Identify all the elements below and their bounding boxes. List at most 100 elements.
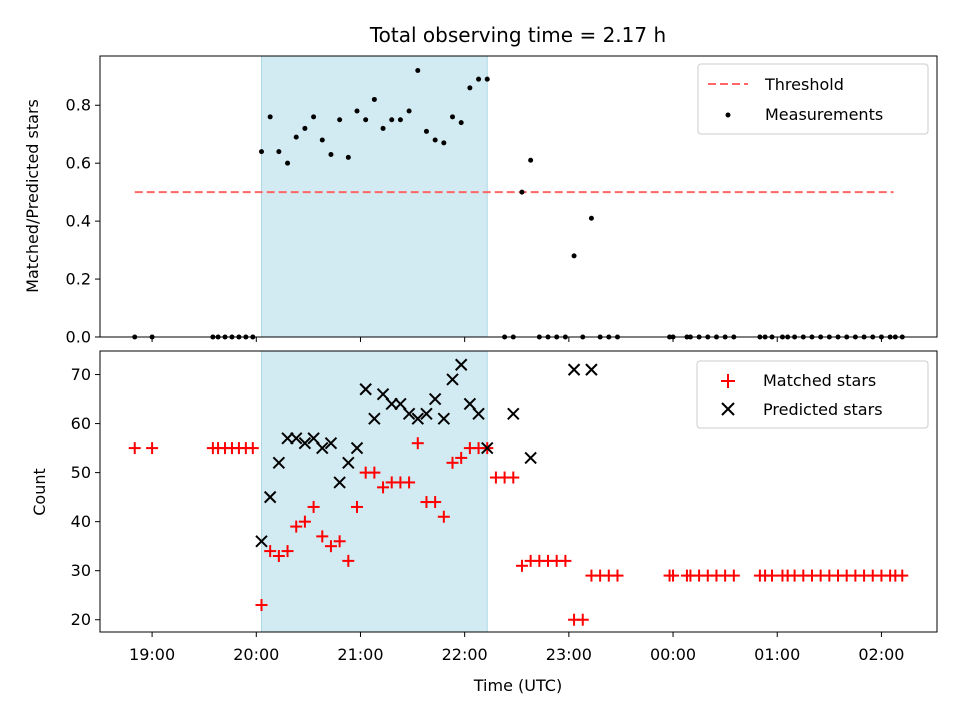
- predicted-point: [368, 412, 381, 425]
- counts-y-tick-label: 30: [71, 561, 91, 580]
- measurement-legend-label: Measurements: [765, 105, 883, 124]
- matched-point: [727, 569, 740, 582]
- matched-point: [128, 442, 141, 455]
- matched-point: [281, 545, 294, 558]
- ratio-y-ticks: 0.0 0.2 0.4 0.6 0.8: [66, 96, 100, 347]
- x-tick-label: 00:00: [650, 645, 696, 664]
- predicted-point: [428, 392, 442, 406]
- ratio-legend-box: [697, 63, 929, 135]
- counts-axes-frame: [99, 350, 938, 633]
- counts-y-tick-label: 50: [71, 463, 91, 482]
- counts-legend: Matched stars Predicted stars: [696, 360, 929, 429]
- matched-point: [307, 500, 320, 513]
- matched-point: [246, 442, 259, 455]
- matched-point: [324, 540, 337, 553]
- measurement-point: [276, 149, 282, 155]
- matched-point: [316, 530, 329, 543]
- ratio-legend: Threshold Measurements: [697, 63, 929, 135]
- measurement-point: [519, 189, 525, 195]
- ratio-y-tick-label: 0.4: [66, 212, 91, 231]
- matched-point: [342, 554, 355, 567]
- matched-point: [368, 466, 381, 479]
- predicted-point: [350, 441, 364, 455]
- x-tick-label: 02:00: [858, 645, 904, 664]
- measurement-point: [363, 117, 369, 123]
- matched-point: [146, 442, 159, 455]
- predicted-point: [567, 363, 581, 376]
- measurement-point: [450, 114, 456, 120]
- matched-point: [667, 569, 680, 582]
- predicted-point: [524, 451, 537, 465]
- matched-point: [455, 451, 468, 464]
- measurement-point: [302, 125, 308, 131]
- predicted-point: [342, 456, 355, 470]
- matched-legend-label: Matched stars: [763, 371, 876, 390]
- measurement-point: [484, 76, 490, 82]
- counts-y-ticks: 20 30 40 50 60 70: [71, 365, 100, 629]
- measurement-point: [458, 120, 464, 126]
- x-tick-label: 19:00: [129, 645, 175, 664]
- measurement-point: [476, 76, 482, 82]
- ratio-y-tick-label: 0.2: [66, 270, 91, 289]
- predicted-point: [507, 407, 520, 420]
- x-tick-label: 20:00: [233, 645, 279, 664]
- matched-point: [576, 613, 589, 626]
- measurement-point: [406, 108, 412, 114]
- predicted-point: [585, 363, 598, 376]
- predicted-point: [263, 490, 277, 504]
- predicted-point: [420, 407, 433, 420]
- measurement-point: [319, 137, 325, 143]
- ratio-x-ticks: [151, 337, 882, 342]
- counts-x-ticks: 19:00 20:00 21:00 22:00 23:00 00:00 01:00 02:00: [129, 632, 904, 664]
- measurement-point: [328, 151, 334, 157]
- measurement-point: [588, 215, 594, 221]
- predicted-point: [454, 358, 468, 371]
- x-tick-label: 21:00: [337, 645, 383, 664]
- measurement-point: [311, 114, 317, 120]
- x-tick-label: 23:00: [546, 645, 592, 664]
- matched-points: [128, 437, 909, 626]
- counts-y-tick-label: 40: [71, 512, 91, 531]
- predicted-point: [290, 432, 303, 445]
- predicted-point: [411, 412, 424, 425]
- measurement-point: [528, 157, 534, 163]
- measurement-point: [432, 137, 438, 143]
- matched-point: [411, 437, 424, 450]
- predicted-point: [376, 387, 390, 401]
- measurement-point: [258, 149, 264, 155]
- matched-point: [437, 510, 450, 523]
- measurement-point: [354, 108, 360, 114]
- matched-point: [429, 496, 442, 509]
- measurement-point: [285, 160, 291, 166]
- counts-y-tick-label: 60: [71, 414, 91, 433]
- observing-window-span-top: [260, 55, 488, 338]
- measurement-point: [423, 128, 429, 134]
- counts-legend-box: [696, 360, 929, 429]
- measurement-point: [389, 117, 395, 123]
- measurement-point: [337, 117, 343, 123]
- predicted-point: [394, 397, 407, 411]
- predicted-point: [359, 383, 372, 396]
- matched-point: [766, 569, 779, 582]
- measurement-point: [571, 253, 577, 259]
- predicted-point: [402, 407, 416, 420]
- predicted-legend-label: Predicted stars: [763, 400, 883, 419]
- predicted-point: [333, 476, 346, 489]
- x-tick-label: 22:00: [442, 645, 488, 664]
- measurement-points: [132, 67, 905, 340]
- predicted-point: [481, 441, 494, 455]
- matched-point: [896, 569, 909, 582]
- ratio-y-axis-label: Matched/Predicted stars: [23, 99, 42, 293]
- matched-legend-swatch: [721, 374, 735, 388]
- matched-point: [255, 599, 268, 612]
- counts-y-tick-label: 70: [71, 365, 91, 384]
- chart-title: Total observing time = 2.17 h: [369, 23, 666, 47]
- predicted-point: [316, 441, 329, 455]
- matched-point: [515, 559, 528, 572]
- threshold-legend-label: Threshold: [764, 75, 844, 94]
- counts-y-axis-label: Count: [30, 468, 49, 516]
- predicted-point: [272, 456, 286, 470]
- matched-point: [298, 515, 311, 528]
- matched-point: [351, 500, 364, 513]
